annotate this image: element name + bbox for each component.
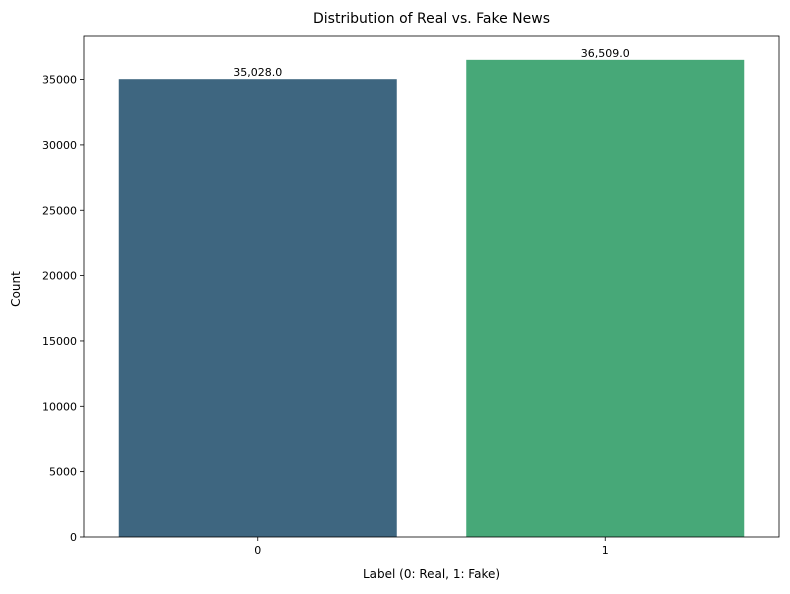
y-tick-label: 35000 <box>42 74 77 87</box>
y-tick-label: 20000 <box>42 270 77 283</box>
axes-frame <box>83 35 780 538</box>
y-tick-label: 10000 <box>42 400 77 413</box>
data-label: 35,028.0 <box>233 66 282 79</box>
y-axis-label: Count <box>9 271 23 307</box>
plot-area: 0 5000 10000 15000 20000 25000 30000 35000 35,02… <box>42 47 745 557</box>
y-tick-label: 0 <box>70 531 77 544</box>
y-tick-label: 25000 <box>42 204 77 217</box>
y-tick-label: 5000 <box>49 466 77 479</box>
x-tick-label: 1 <box>602 544 609 557</box>
data-label: 36,509.0 <box>581 47 630 60</box>
y-tick-label: 30000 <box>42 139 77 152</box>
bar-1 <box>466 59 745 537</box>
chart-title: Distribution of Real vs. Fake News <box>313 11 550 27</box>
x-axis-label: Label (0: Real, 1: Fake) <box>363 567 500 581</box>
x-tick-label: 0 <box>254 544 261 557</box>
bar-0 <box>118 79 397 538</box>
y-tick-label: 15000 <box>42 335 77 348</box>
